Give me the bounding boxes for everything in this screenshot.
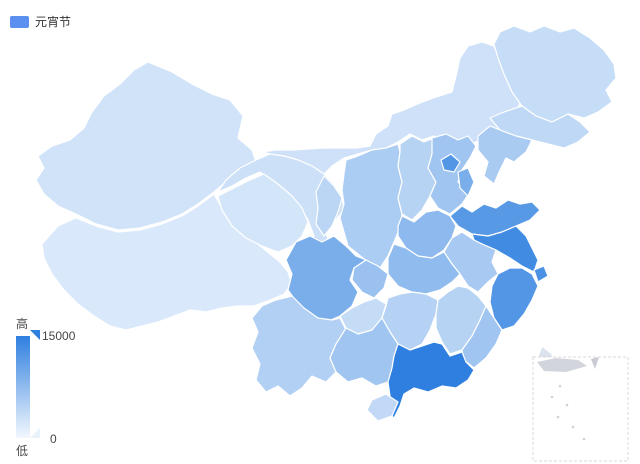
south-china-sea-inset bbox=[532, 356, 629, 462]
china-provinces-layer bbox=[35, 25, 617, 422]
province-ningxia[interactable] bbox=[315, 175, 343, 237]
province-heilongjiang[interactable] bbox=[493, 25, 617, 123]
inset-taiwan bbox=[591, 357, 599, 369]
legend-swatch bbox=[10, 16, 29, 28]
visualmap-max-handle[interactable] bbox=[30, 330, 40, 340]
inset-border bbox=[532, 356, 629, 462]
province-yunnan[interactable] bbox=[251, 295, 347, 397]
legend-label: 元宵节 bbox=[35, 15, 72, 29]
province-liaoning[interactable] bbox=[477, 125, 533, 185]
province-fujian[interactable] bbox=[461, 305, 503, 369]
province-sichuan[interactable] bbox=[285, 235, 367, 323]
province-zhejiang[interactable] bbox=[489, 267, 539, 331]
province-hainan[interactable] bbox=[366, 393, 399, 422]
visualmap-min-handle[interactable] bbox=[30, 428, 40, 438]
province-shanxi[interactable] bbox=[397, 135, 437, 221]
province-shanghai[interactable] bbox=[533, 265, 549, 283]
inset-island-dot bbox=[582, 437, 586, 441]
province-shandong[interactable] bbox=[449, 199, 541, 237]
visualmap-min-value: 0 bbox=[50, 432, 57, 446]
inset-island-dot bbox=[556, 415, 560, 419]
province-chongqing[interactable] bbox=[351, 259, 389, 299]
province-hubei[interactable] bbox=[387, 243, 461, 295]
inset-island-dot bbox=[571, 425, 575, 429]
inset-island-dot bbox=[558, 384, 562, 388]
visualmap-max-value: 15000 bbox=[42, 329, 76, 343]
legend-item-yuanxiaojie[interactable]: 元宵节 bbox=[10, 16, 71, 28]
visualmap-low-label: 低 bbox=[16, 444, 29, 458]
inset-mainland-coast bbox=[537, 358, 587, 372]
province-qinghai[interactable] bbox=[217, 173, 309, 253]
visualmap-gradient-bar[interactable] bbox=[16, 336, 30, 438]
province-beijing[interactable] bbox=[440, 153, 461, 173]
visualmap-high-label: 高 bbox=[16, 317, 29, 331]
province-tianjin[interactable] bbox=[457, 167, 475, 197]
inset-island-dot bbox=[550, 395, 554, 399]
province-shaanxi[interactable] bbox=[339, 143, 403, 269]
province-guangdong[interactable] bbox=[385, 341, 475, 419]
inset-island-dot bbox=[565, 403, 569, 407]
province-xinjiang[interactable] bbox=[35, 61, 257, 231]
